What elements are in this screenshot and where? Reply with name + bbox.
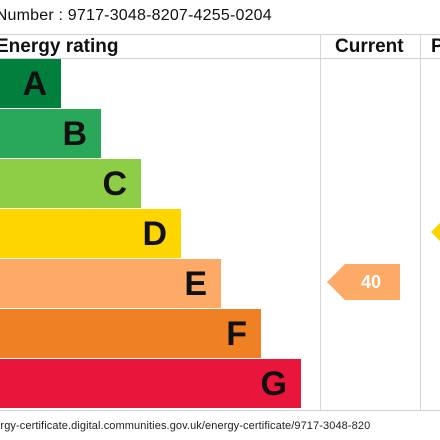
band-g: G [0, 359, 301, 408]
certificate-url: nergy-certificate.digital.communities.go… [0, 420, 371, 432]
current-rating-arrow: 40 [327, 264, 400, 300]
band-c-letter: C [102, 165, 127, 203]
band-f-letter: F [226, 315, 247, 353]
rating-table [0, 34, 440, 411]
header-energy-rating: Energy rating [0, 36, 119, 57]
potential-rating-arrow [431, 220, 440, 249]
band-e: E [0, 259, 221, 308]
band-d-letter: D [142, 215, 167, 253]
header-separator [0, 58, 440, 59]
certificate-number: e Number : 9717-3048-8207-4255-0204 [0, 7, 272, 24]
column-divider-potential [420, 34, 421, 410]
band-g-letter: G [260, 365, 287, 403]
arrow-tip-icon [431, 223, 440, 241]
band-a: A [0, 59, 61, 108]
header-current: Current [335, 36, 404, 57]
band-a-letter: A [22, 65, 47, 103]
band-b-letter: B [62, 115, 87, 153]
band-c: C [0, 159, 141, 208]
band-f: F [0, 309, 261, 358]
column-divider-current [320, 34, 321, 410]
band-b: B [0, 109, 101, 158]
current-rating-value: 40 [360, 272, 382, 292]
band-e-letter: E [184, 265, 207, 303]
band-d: D [0, 209, 181, 258]
header-potential: P [431, 36, 440, 57]
arrow-shape-icon [327, 264, 400, 300]
